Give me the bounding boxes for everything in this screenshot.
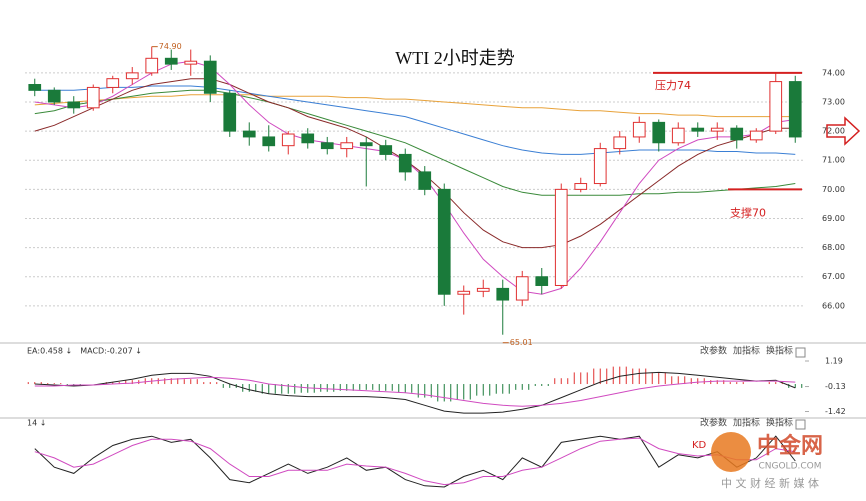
y-tick-label: 67.00 xyxy=(822,272,845,281)
candle-body xyxy=(613,136,627,150)
candle-body xyxy=(145,57,159,74)
y-tick-label: 66.00 xyxy=(822,301,845,310)
candle-body xyxy=(125,72,139,80)
y-tick-label: 70.00 xyxy=(822,185,845,194)
candle-body xyxy=(749,130,763,141)
candle-body xyxy=(184,60,198,65)
toolbar-button[interactable]: 换指标 xyxy=(766,417,793,429)
indicator-line xyxy=(34,78,796,249)
candle-body xyxy=(359,142,373,147)
y-tick-label: 68.00 xyxy=(822,243,845,252)
candle-body xyxy=(652,121,666,144)
support-label: 支撑70 xyxy=(730,205,766,219)
candle-body xyxy=(632,121,646,138)
candle-body xyxy=(67,101,81,109)
candle-body xyxy=(554,188,568,286)
chart-title: WTI 2小时走势 xyxy=(395,48,514,68)
indicator-line xyxy=(34,371,796,414)
indicator-line xyxy=(34,437,796,486)
candle-body xyxy=(106,78,120,88)
indicator-line xyxy=(34,376,796,407)
watermark-slogan: 中 文 财 经 新 媒 体 xyxy=(721,476,819,490)
candle-body xyxy=(457,290,471,295)
indicator-header: MACD:-0.207 ↓ xyxy=(80,347,142,356)
candle-body xyxy=(379,145,393,155)
indicator-label: KD xyxy=(692,440,707,451)
close-button[interactable] xyxy=(795,347,806,358)
y-tick-label: 74.00 xyxy=(822,68,845,77)
close-button[interactable] xyxy=(795,419,806,430)
indicator-line xyxy=(34,85,796,155)
toolbar-button[interactable]: 改参数 xyxy=(700,417,727,429)
candle-body xyxy=(86,86,100,109)
candle-body xyxy=(476,287,490,292)
indicator-line xyxy=(34,60,796,295)
indicator-line xyxy=(34,94,796,118)
y-tick-label: -0.13 xyxy=(825,382,846,391)
y-tick-label: 69.00 xyxy=(822,214,845,223)
candle-body xyxy=(496,287,510,301)
candle-body xyxy=(164,57,178,65)
candle-body xyxy=(203,60,217,94)
y-tick-label: 71.00 xyxy=(822,156,845,165)
y-tick-label: 1.19 xyxy=(825,357,843,366)
arrow-icon xyxy=(826,116,861,146)
candle-body xyxy=(671,127,685,144)
toolbar-button[interactable]: 换指标 xyxy=(766,345,793,357)
candle-body xyxy=(47,89,61,103)
candle-body xyxy=(242,130,256,138)
candle-body xyxy=(593,148,607,185)
watermark: 中金网 CNGOLD.COM 中 文 财 经 新 媒 体 xyxy=(711,432,823,490)
high-label: 74.90 xyxy=(159,42,182,51)
y-tick-label: -1.42 xyxy=(825,407,846,416)
indicator-line xyxy=(34,89,796,196)
y-tick-label: 72.00 xyxy=(822,127,845,136)
candle-body xyxy=(515,276,529,301)
toolbar-button[interactable]: 加指标 xyxy=(733,345,760,357)
candle-body xyxy=(301,133,315,144)
candle-body xyxy=(437,188,451,295)
toolbar-button[interactable]: 加指标 xyxy=(733,417,760,429)
watermark-name: 中金网 xyxy=(757,433,823,459)
candle-body xyxy=(769,81,783,132)
watermark-logo xyxy=(711,432,751,472)
candle-body xyxy=(340,142,354,150)
candle-body xyxy=(535,276,549,286)
candle-body xyxy=(574,183,588,190)
candle-body xyxy=(262,136,276,147)
candle-body xyxy=(320,142,334,150)
indicator-header: EA:0.458 ↓ xyxy=(27,347,72,356)
candle-body xyxy=(710,127,724,132)
candle-body xyxy=(691,127,705,132)
low-label: 65.01 xyxy=(510,338,533,347)
candle-body xyxy=(398,153,412,173)
candle-body xyxy=(28,84,42,91)
candle-body xyxy=(418,171,432,190)
watermark-site: CNGOLD.COM xyxy=(758,462,821,472)
candle-body xyxy=(223,92,237,132)
y-tick-label: 73.00 xyxy=(822,97,845,106)
candle-body xyxy=(281,133,295,147)
candle-body xyxy=(730,127,744,141)
candle-body xyxy=(788,81,802,138)
resistance-label: 压力74 xyxy=(655,79,691,92)
indicator-header: 14 ↓ xyxy=(27,419,46,428)
toolbar-button[interactable]: 改参数 xyxy=(700,345,727,357)
